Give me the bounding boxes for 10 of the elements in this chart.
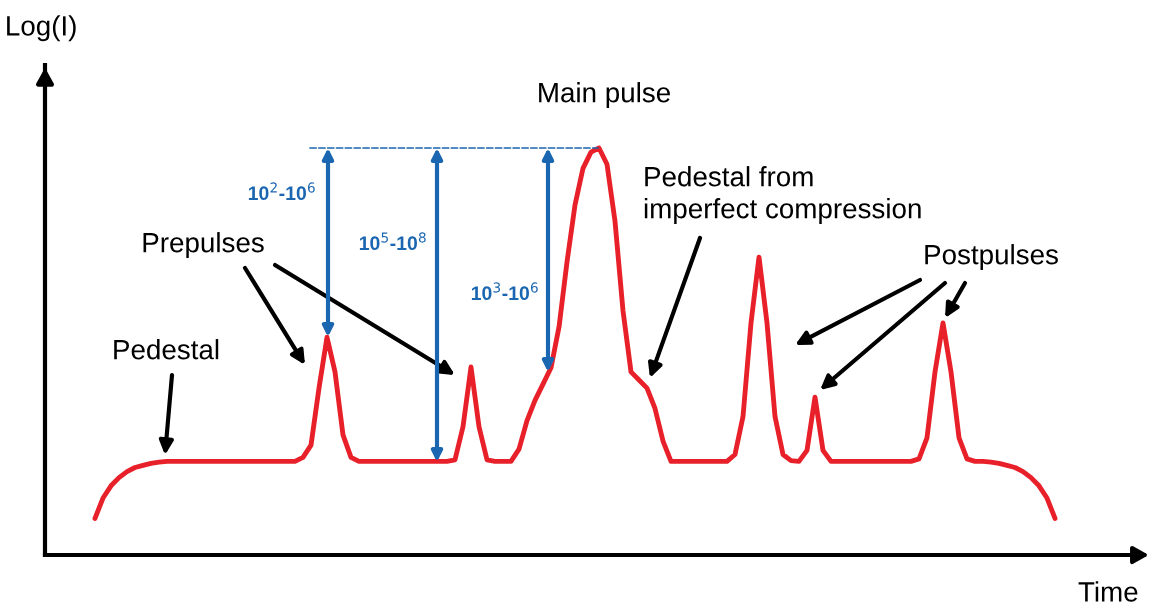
annotation: Postpulses — [925, 244, 1058, 270]
text: Main pulse — [539, 82, 670, 108]
x-axis-title: Time — [1078, 581, 1138, 602]
annotation: 10$^{2}$-10$^{6}$ — [248, 182, 315, 201]
y-axis-title: Log(I) — [7, 15, 76, 42]
annotation: Prepulses — [143, 232, 264, 258]
annotation: 10$^{5}$-10$^{8}$ — [359, 232, 426, 251]
annotation: Pedestal — [114, 339, 219, 360]
annotation: Pedestal from imperfect compression — [644, 166, 921, 224]
annotation: 10$^{3}$-10$^{6}$ — [471, 282, 538, 301]
